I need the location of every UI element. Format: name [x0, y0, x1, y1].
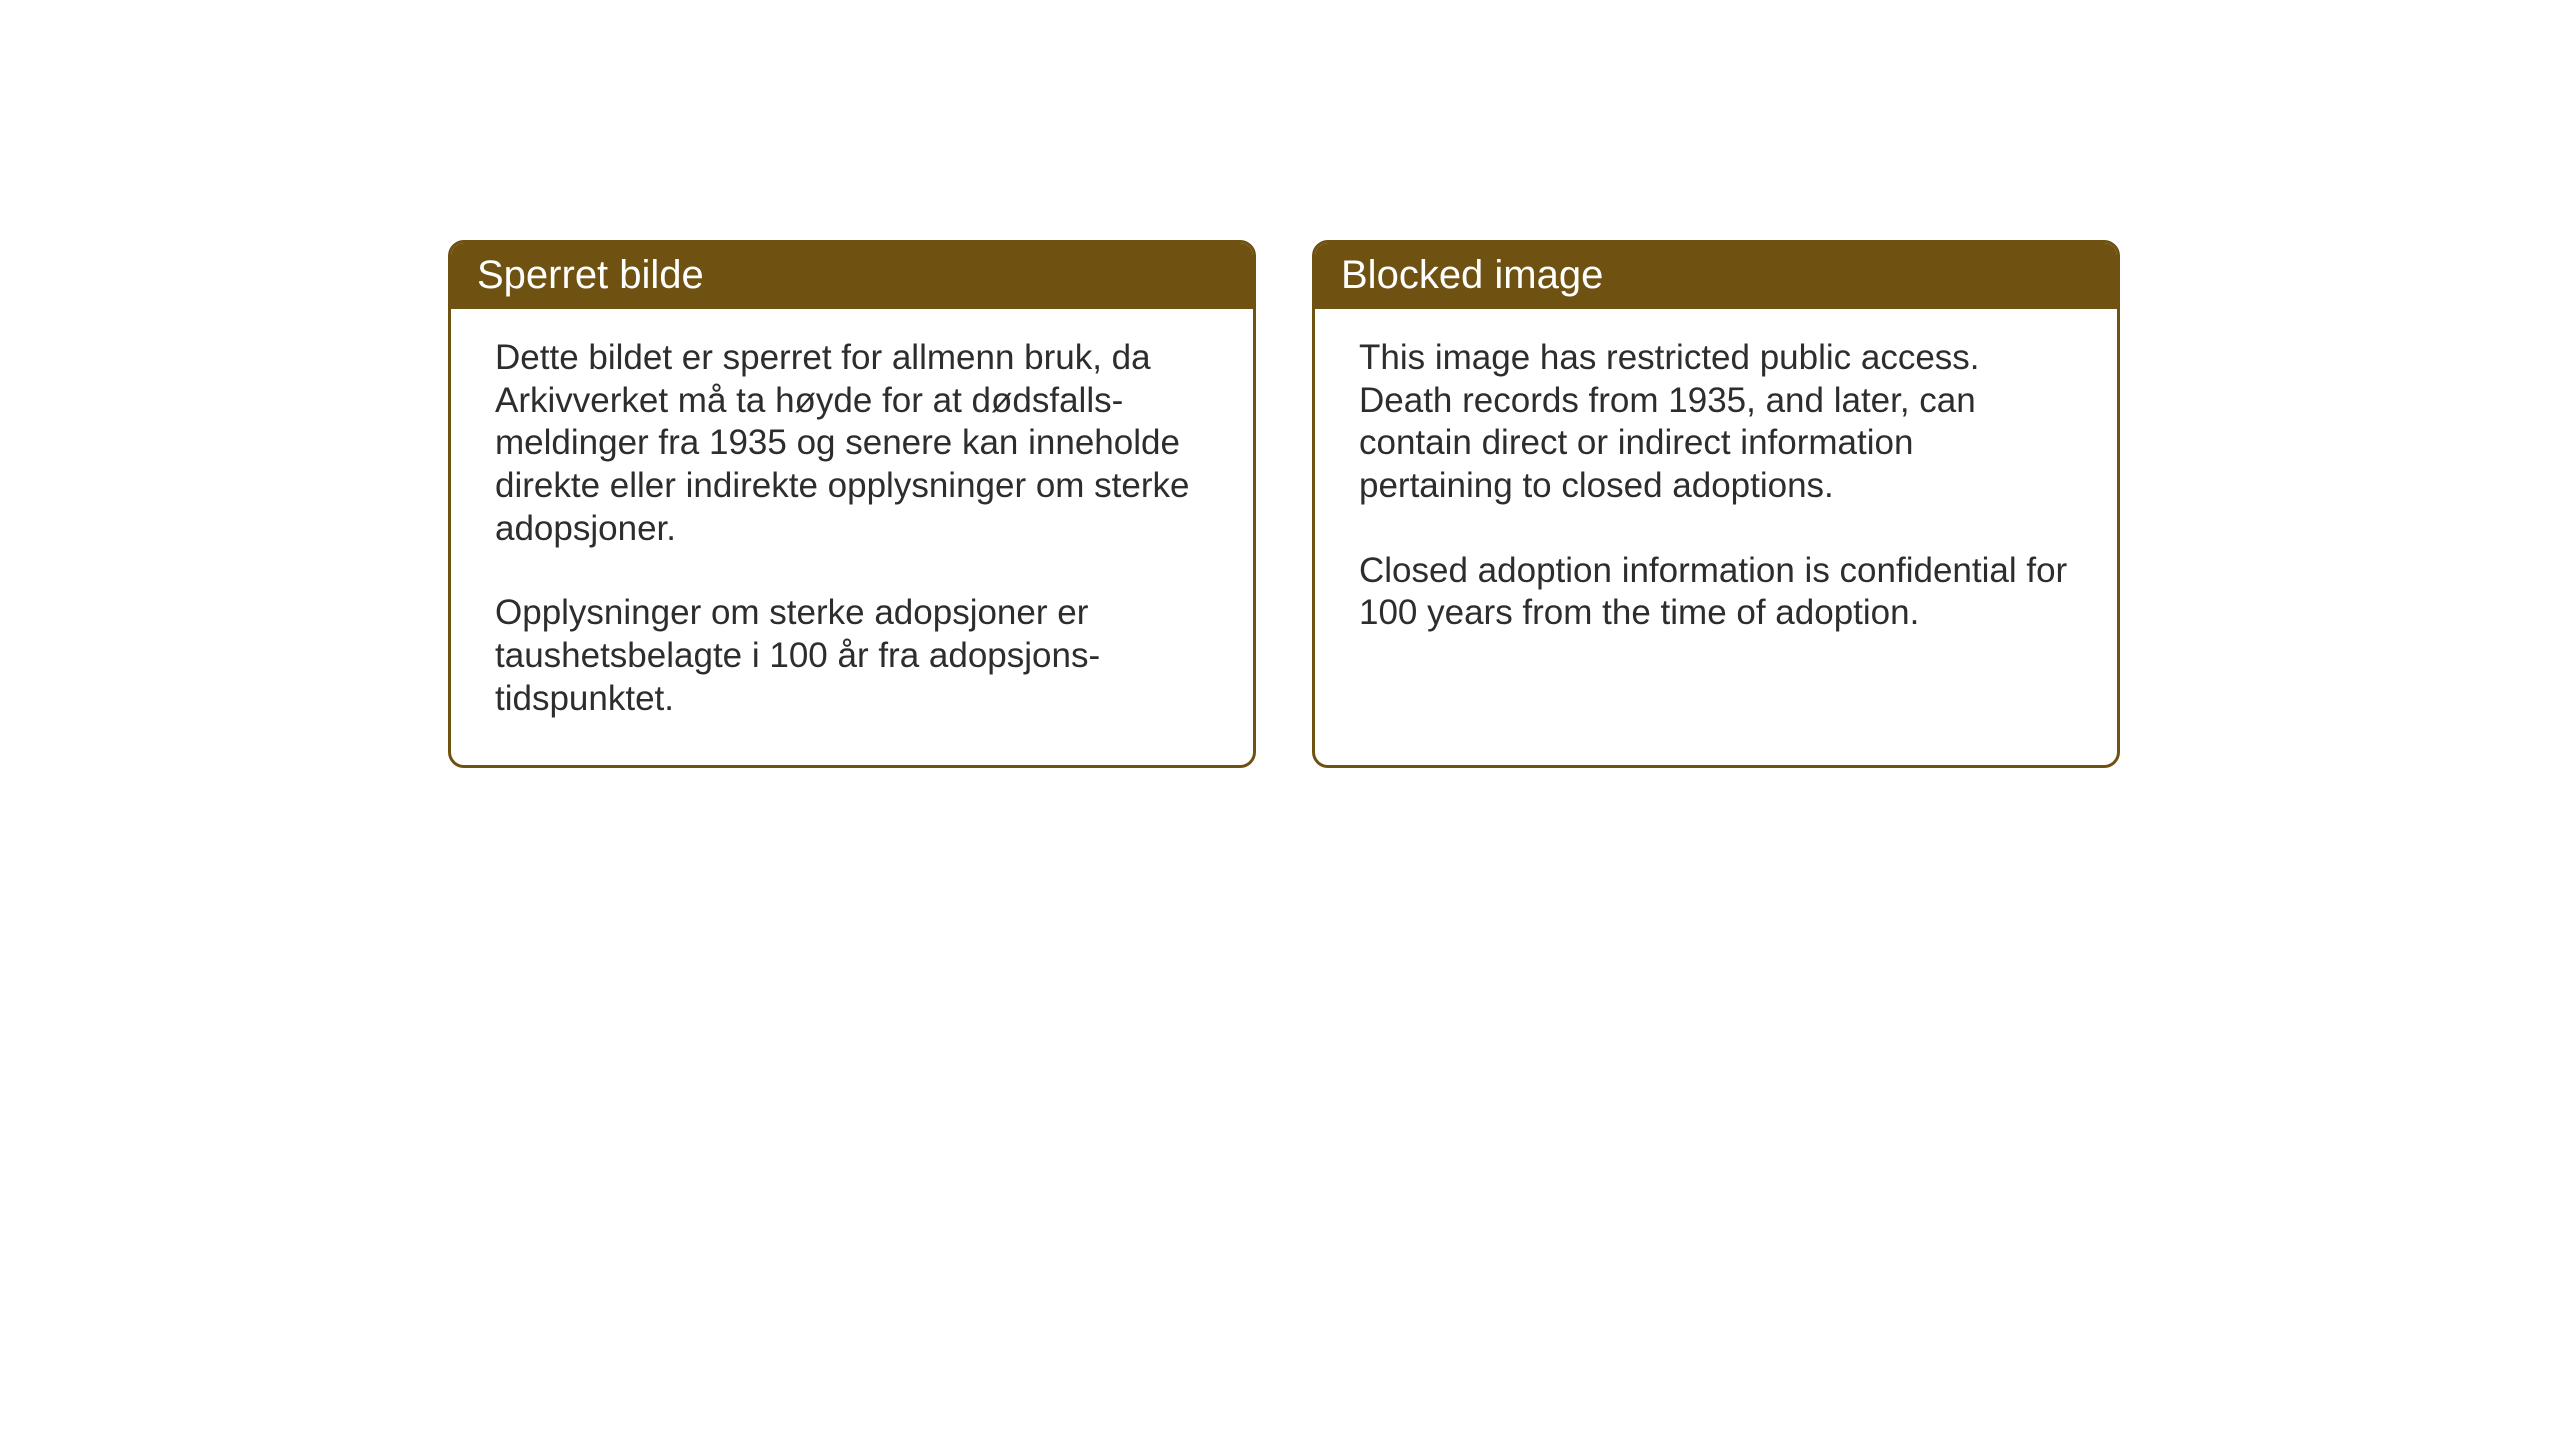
notice-cards-container: Sperret bilde Dette bildet er sperret fo… — [448, 240, 2120, 768]
card-paragraph-1-english: This image has restricted public access.… — [1359, 337, 2073, 508]
notice-card-norwegian: Sperret bilde Dette bildet er sperret fo… — [448, 240, 1256, 768]
card-paragraph-2-norwegian: Opplysninger om sterke adopsjoner er tau… — [495, 592, 1209, 720]
card-paragraph-1-norwegian: Dette bildet er sperret for allmenn bruk… — [495, 337, 1209, 550]
card-body-norwegian: Dette bildet er sperret for allmenn bruk… — [451, 309, 1253, 765]
card-header-english: Blocked image — [1315, 243, 2117, 309]
card-body-english: This image has restricted public access.… — [1315, 309, 2117, 765]
card-header-norwegian: Sperret bilde — [451, 243, 1253, 309]
card-paragraph-2-english: Closed adoption information is confident… — [1359, 550, 2073, 635]
notice-card-english: Blocked image This image has restricted … — [1312, 240, 2120, 768]
